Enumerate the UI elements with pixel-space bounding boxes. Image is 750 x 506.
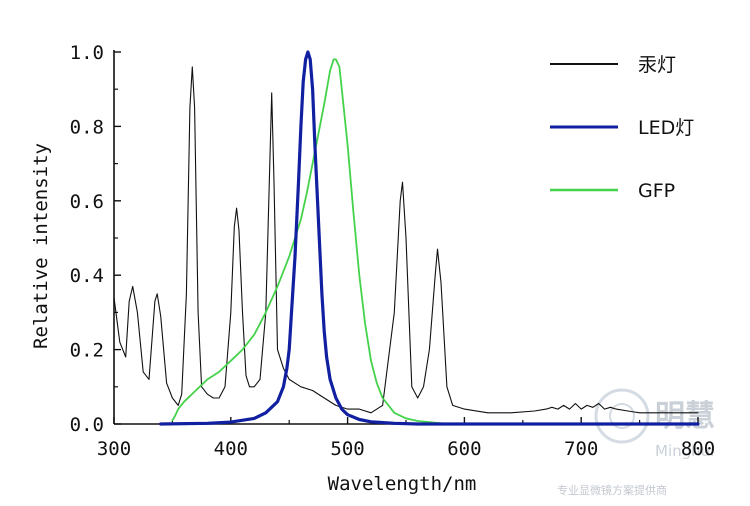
series-layer bbox=[113, 50, 700, 426]
axes: 300 400 500 600 700 800 0.0 0.2 0.4 0.6 0.8 1.0 Wave… bbox=[30, 42, 715, 495]
x-tick-label: 700 bbox=[564, 438, 598, 460]
series-line-2 bbox=[171, 58, 466, 425]
x-tick-label: 500 bbox=[330, 438, 364, 460]
y-tick-label: 1.0 bbox=[70, 42, 104, 64]
series-line-0 bbox=[113, 66, 699, 414]
watermark: 明慧 Minghui 专业显微镜方案提供商 bbox=[557, 388, 715, 497]
watermark-subtitle: Minghui bbox=[655, 442, 714, 460]
watermark-title: 明慧 bbox=[655, 399, 715, 434]
watermark-logo-icon bbox=[594, 388, 650, 444]
series-line-1 bbox=[159, 50, 700, 426]
legend-label: 汞灯 bbox=[638, 54, 676, 76]
legend-label: GFP bbox=[638, 180, 675, 202]
x-tick-label: 300 bbox=[97, 438, 131, 460]
x-axis-title: Wavelength/nm bbox=[328, 473, 477, 495]
watermark-logo-inner-icon bbox=[609, 403, 635, 429]
x-tick-label: 800 bbox=[681, 438, 715, 460]
y-tick-label: 0.4 bbox=[70, 265, 104, 287]
x-tick-label: 600 bbox=[447, 438, 481, 460]
y-axis-title: Relative intensity bbox=[30, 143, 52, 349]
y-tick-label: 0.6 bbox=[70, 191, 104, 213]
y-tick-label: 0.2 bbox=[70, 340, 104, 362]
x-tick-label: 400 bbox=[214, 438, 248, 460]
watermark-tagline: 专业显微镜方案提供商 bbox=[557, 483, 667, 497]
y-tick-label: 0.0 bbox=[70, 414, 104, 436]
legend-label: LED灯 bbox=[638, 117, 694, 139]
legend: 汞灯 LED灯 GFP bbox=[550, 54, 694, 202]
y-tick-label: 0.8 bbox=[70, 116, 104, 138]
